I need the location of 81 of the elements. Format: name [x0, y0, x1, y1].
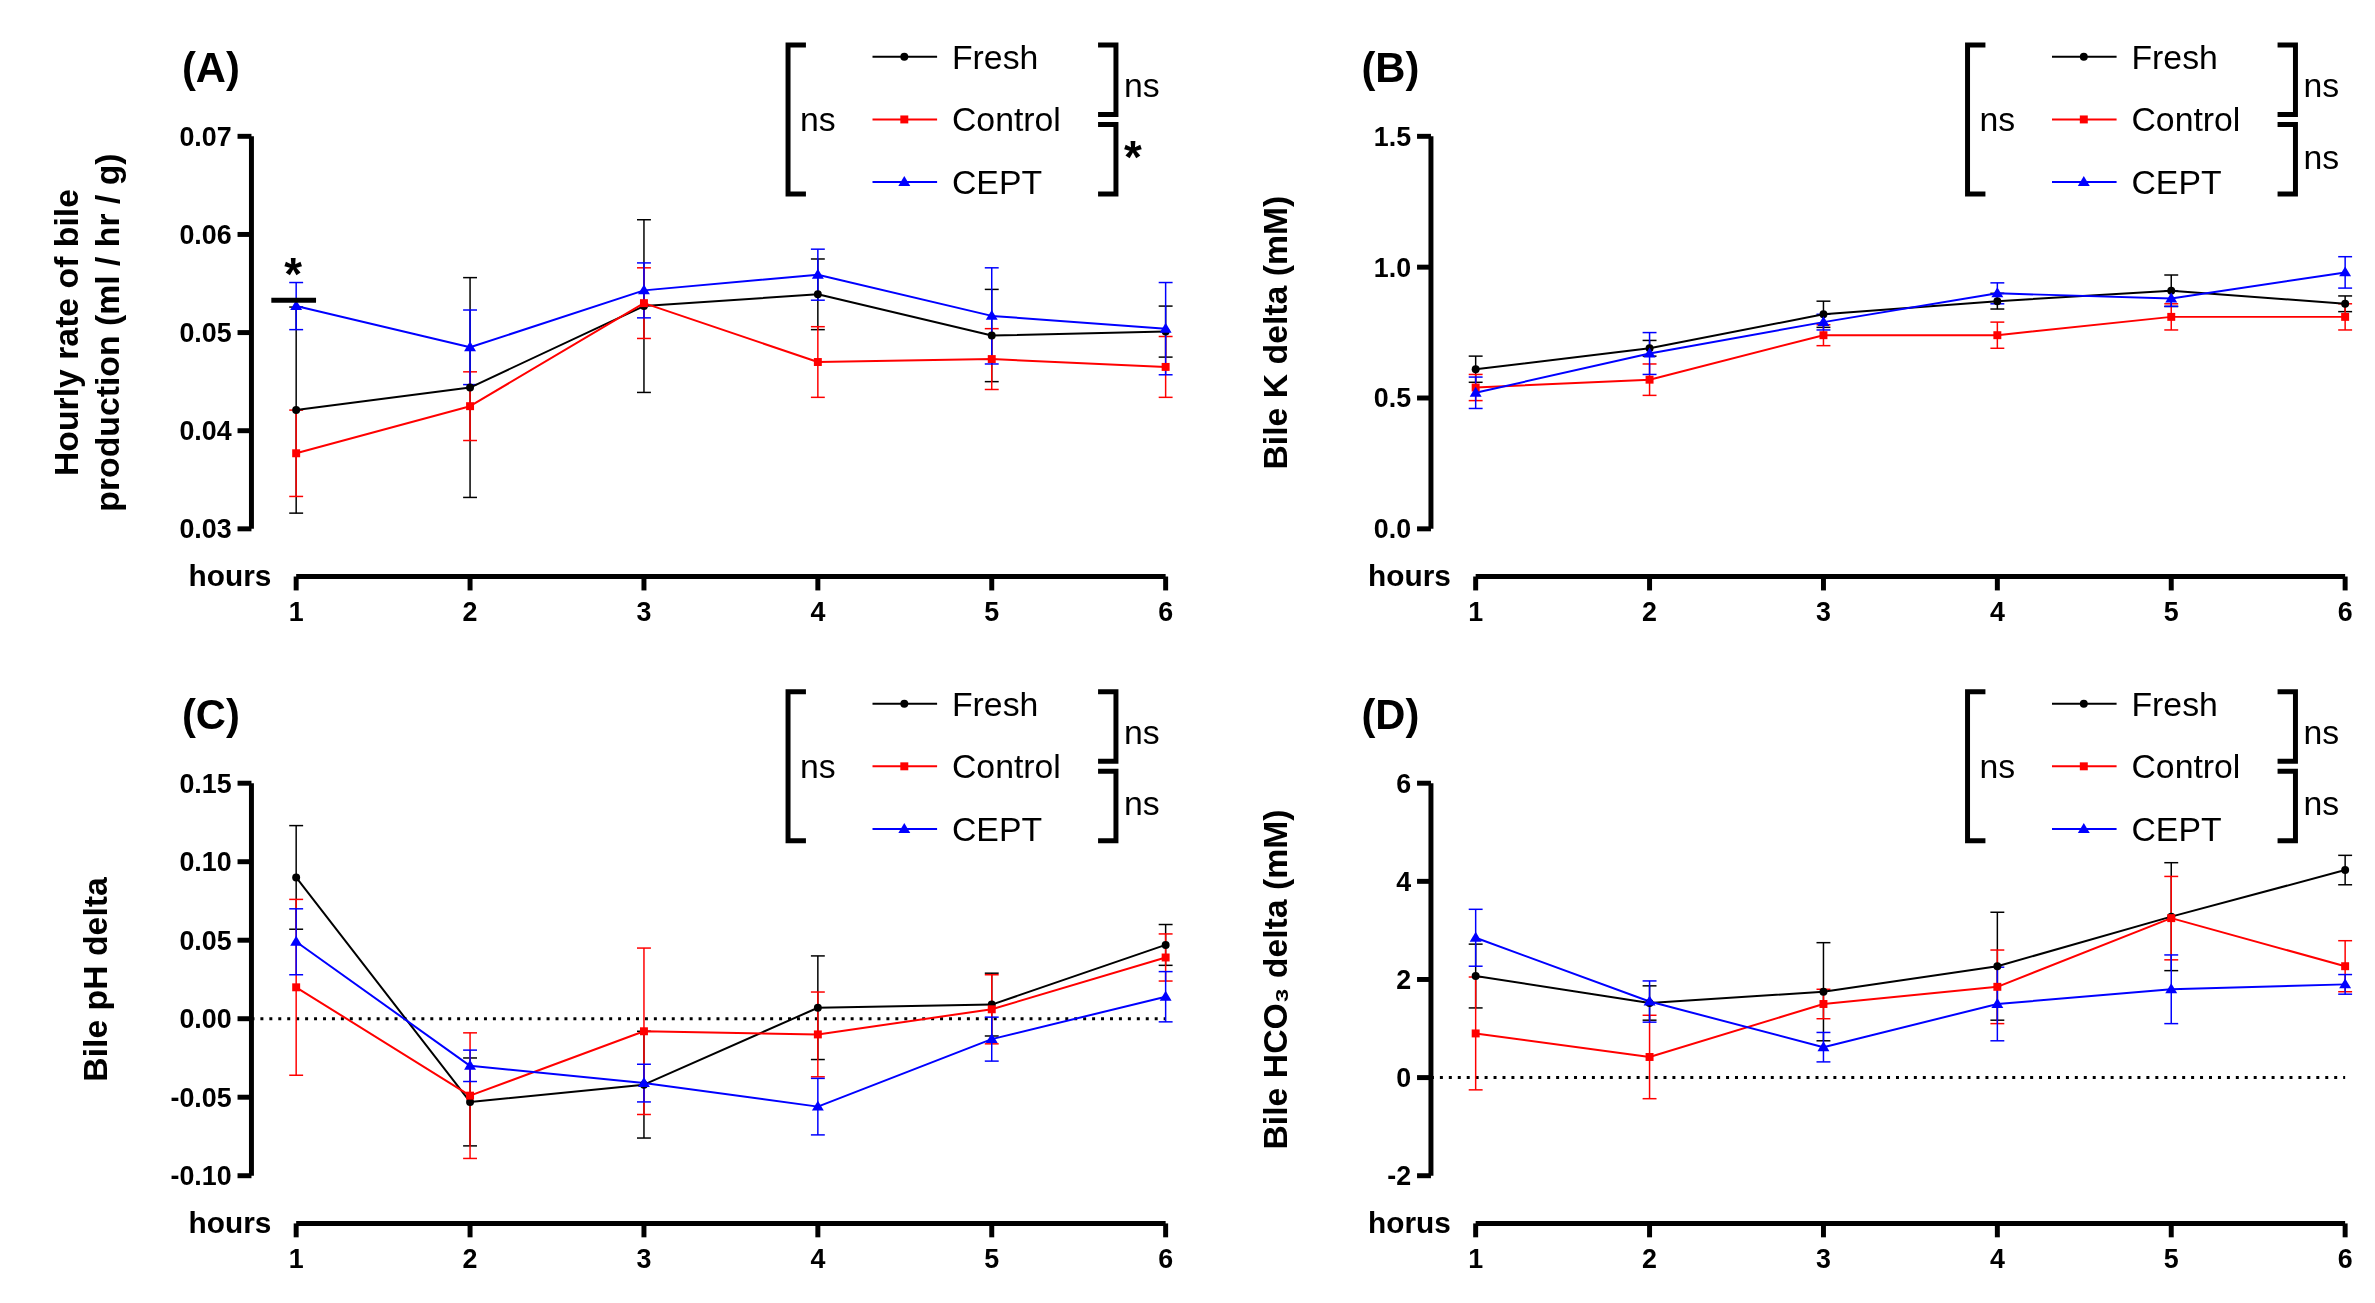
annotation: ns: [1979, 100, 2016, 139]
text: ns: [2303, 712, 2340, 751]
x-tick-label: 6: [1158, 597, 1174, 628]
legend-label: Fresh: [2131, 37, 2218, 76]
annotation: ns: [799, 747, 836, 786]
y-tick-label: 4: [1396, 866, 1412, 897]
y-axis-title: Bile K delta (mM): [1255, 195, 1294, 470]
x-tick-label: 4: [1989, 597, 2005, 628]
x-tick-label: 1: [288, 597, 304, 628]
text: ns: [1123, 712, 1160, 751]
legend-label: Control: [2131, 100, 2241, 139]
x-axis-title: hours: [188, 559, 272, 593]
text: ns: [2303, 65, 2340, 104]
chart-title: (D): [1361, 690, 1420, 738]
x-tick-label: 5: [2163, 1244, 2179, 1275]
y-tick-label: 2: [1396, 964, 1412, 995]
legend-label: Control: [2131, 747, 2241, 786]
legend-label: Fresh: [952, 37, 1039, 76]
y-tick-label: 6: [1396, 768, 1412, 799]
text: ns: [1123, 65, 1160, 104]
annotation: ns: [799, 100, 836, 139]
y-tick-label: 0: [1396, 1062, 1412, 1093]
x-tick-label: 6: [2337, 597, 2353, 628]
annotation: ns: [2303, 137, 2340, 176]
legend-label: CEPT: [2131, 809, 2222, 848]
y-axis-title: Bile pH delta: [76, 877, 115, 1082]
chart-title: (A): [181, 43, 240, 91]
x-tick-label: 6: [1158, 1244, 1174, 1275]
x-tick-label: 1: [1468, 597, 1484, 628]
y-tick-label: 0.04: [179, 416, 232, 447]
y-tick-label: 0.00: [179, 1004, 232, 1035]
y-tick-label: 0.10: [179, 847, 232, 878]
y-tick-label: -0.10: [170, 1161, 232, 1192]
annotation: ns: [1979, 747, 2016, 786]
legend-label: CEPT: [2131, 162, 2222, 201]
x-tick-label: 2: [462, 597, 478, 628]
x-tick-label: 3: [1816, 597, 1831, 628]
x-tick-label: 5: [2163, 597, 2179, 628]
x-axis-title: hours: [1368, 559, 1451, 593]
y-tick-label: 0.07: [179, 121, 232, 152]
x-tick-label: 4: [1989, 1244, 2005, 1275]
y-tick-label: 1.5: [1373, 121, 1412, 152]
x-tick-label: 1: [1468, 1244, 1484, 1275]
x-tick-label: 6: [2337, 1244, 2353, 1275]
x-tick-label: 4: [810, 597, 826, 628]
y-axis-title: Bile HCO₃ delta (mM): [1255, 809, 1294, 1150]
x-tick-label: 1: [288, 1244, 304, 1275]
y-tick-label: 0.05: [179, 317, 232, 348]
y-tick-label: 0.05: [179, 925, 232, 956]
annotation: *: [1123, 131, 1142, 183]
annotation: *: [284, 249, 303, 301]
legend-label: CEPT: [952, 162, 1043, 201]
legend-label: CEPT: [952, 809, 1043, 848]
x-axis-title: horus: [1368, 1206, 1451, 1240]
y-tick-label: 0.0: [1373, 514, 1412, 545]
x-tick-label: 2: [1642, 597, 1658, 628]
x-tick-label: 3: [636, 597, 652, 628]
x-tick-label: 3: [636, 1244, 652, 1275]
x-tick-label: 5: [984, 1244, 1000, 1275]
annotation: ns: [1123, 784, 1160, 823]
y-tick-label: -0.05: [170, 1082, 232, 1113]
x-tick-label: 3: [1816, 1244, 1831, 1275]
x-axis-title: hours: [188, 1206, 272, 1240]
x-tick-label: 2: [462, 1244, 478, 1275]
x-tick-label: 2: [1642, 1244, 1658, 1275]
y-tick-label: 0.06: [179, 219, 232, 250]
x-tick-label: 4: [810, 1244, 826, 1275]
legend-label: Control: [952, 100, 1061, 139]
legend-label: Control: [952, 747, 1061, 786]
chart-title: (C): [181, 690, 240, 738]
y-tick-label: -2: [1387, 1161, 1412, 1192]
legend-label: Fresh: [952, 684, 1039, 723]
y-axis-title: Hourly rate of bile production (ml / hr / g): [46, 153, 127, 512]
y-tick-label: 0.15: [179, 768, 232, 799]
y-tick-label: 0.03: [179, 514, 232, 545]
annotation: ns: [2303, 784, 2340, 823]
y-tick-label: 1.0: [1373, 252, 1412, 283]
chart-title: (B): [1361, 43, 1420, 91]
x-tick-label: 5: [984, 597, 1000, 628]
legend-label: Fresh: [2131, 684, 2218, 723]
y-tick-label: 0.5: [1373, 383, 1412, 414]
